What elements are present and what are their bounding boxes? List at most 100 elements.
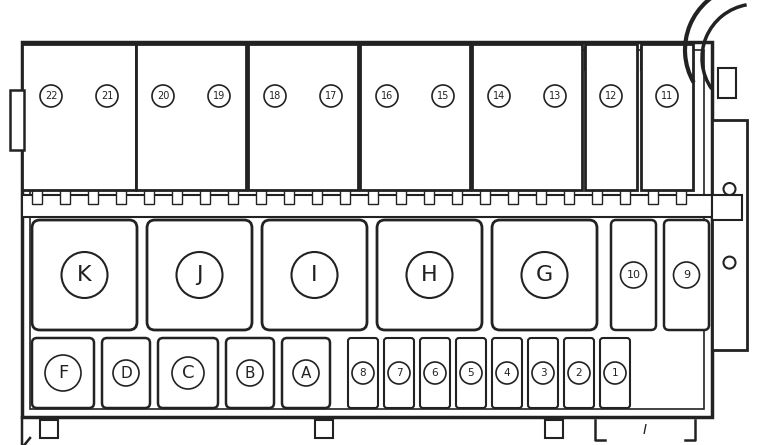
Text: I: I	[311, 265, 318, 285]
FancyBboxPatch shape	[492, 220, 597, 330]
Bar	[88, 190, 98, 204]
Text: 1: 1	[612, 368, 618, 378]
FancyBboxPatch shape	[377, 220, 482, 330]
Bar	[137, 48, 189, 70]
FancyBboxPatch shape	[147, 220, 252, 330]
Bar	[641, 48, 693, 70]
Text: H: H	[421, 265, 438, 285]
Bar	[370, 78, 404, 178]
Circle shape	[620, 262, 647, 288]
Bar	[424, 190, 434, 204]
Bar	[482, 78, 516, 178]
Bar	[420, 70, 466, 190]
Bar	[196, 70, 242, 190]
FancyBboxPatch shape	[158, 338, 218, 408]
Circle shape	[388, 362, 410, 384]
Text: 16: 16	[381, 91, 393, 101]
Circle shape	[600, 85, 622, 107]
Bar	[256, 190, 266, 204]
Bar	[452, 190, 462, 204]
FancyBboxPatch shape	[600, 338, 630, 408]
FancyBboxPatch shape	[664, 220, 709, 330]
Text: 3: 3	[540, 368, 546, 378]
Bar	[10, 90, 24, 150]
Bar	[249, 48, 301, 70]
Bar	[32, 190, 42, 204]
Text: 4: 4	[504, 368, 510, 378]
Circle shape	[488, 85, 510, 107]
Bar	[146, 78, 180, 178]
Bar	[116, 190, 126, 204]
Bar	[644, 70, 690, 190]
Bar	[40, 420, 58, 438]
Text: 5: 5	[468, 368, 474, 378]
Bar	[340, 190, 350, 204]
Circle shape	[40, 85, 62, 107]
Bar	[508, 190, 518, 204]
Circle shape	[113, 360, 139, 386]
Bar	[564, 190, 574, 204]
Bar	[22, 42, 712, 417]
Bar	[588, 70, 634, 190]
Bar	[25, 48, 77, 70]
Text: 20: 20	[157, 91, 169, 101]
Text: 15: 15	[437, 91, 449, 101]
FancyBboxPatch shape	[564, 338, 594, 408]
Circle shape	[424, 362, 446, 384]
Bar	[476, 70, 522, 190]
Bar	[650, 78, 684, 178]
Text: K: K	[77, 265, 92, 285]
Text: 13: 13	[549, 91, 561, 101]
Bar	[585, 44, 637, 190]
FancyBboxPatch shape	[456, 338, 486, 408]
Text: C: C	[182, 364, 195, 382]
Bar	[532, 70, 578, 190]
Text: 18: 18	[269, 91, 281, 101]
Circle shape	[61, 252, 107, 298]
FancyBboxPatch shape	[32, 220, 137, 330]
Bar	[529, 48, 581, 70]
Text: D: D	[120, 365, 132, 380]
Bar	[538, 78, 572, 178]
Circle shape	[208, 85, 230, 107]
Bar	[472, 44, 582, 190]
Bar	[30, 50, 704, 409]
Bar	[361, 48, 413, 70]
Text: 19: 19	[213, 91, 225, 101]
Circle shape	[724, 257, 735, 269]
Bar	[545, 420, 563, 438]
Text: A: A	[301, 365, 311, 380]
Bar	[360, 44, 470, 190]
Circle shape	[568, 362, 590, 384]
Bar	[144, 190, 154, 204]
FancyBboxPatch shape	[102, 338, 150, 408]
Text: 14: 14	[493, 91, 505, 101]
Circle shape	[45, 355, 81, 391]
Circle shape	[264, 85, 286, 107]
Circle shape	[293, 360, 319, 386]
Bar	[712, 195, 742, 220]
Text: 22: 22	[44, 91, 57, 101]
Bar	[252, 70, 298, 190]
Bar	[396, 190, 406, 204]
Bar	[248, 44, 358, 190]
Bar	[620, 190, 630, 204]
Bar	[368, 190, 378, 204]
Bar	[172, 190, 182, 204]
FancyBboxPatch shape	[492, 338, 522, 408]
FancyBboxPatch shape	[348, 338, 378, 408]
Bar	[592, 190, 602, 204]
Bar	[140, 70, 186, 190]
Text: 6: 6	[432, 368, 438, 378]
Bar	[315, 420, 333, 438]
Bar	[473, 48, 525, 70]
Bar	[718, 68, 736, 98]
Bar	[536, 190, 546, 204]
Bar	[676, 190, 686, 204]
Text: 8: 8	[360, 368, 366, 378]
Bar	[136, 44, 246, 190]
Text: 2: 2	[576, 368, 582, 378]
Bar	[314, 78, 348, 178]
FancyBboxPatch shape	[262, 220, 367, 330]
Bar	[641, 44, 693, 190]
